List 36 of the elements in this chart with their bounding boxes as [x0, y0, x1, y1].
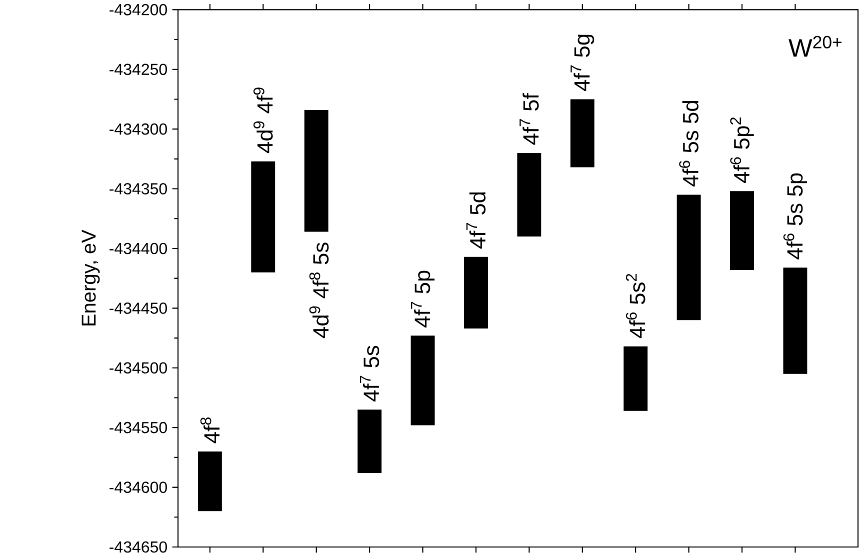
annotation: W$^{20+}$	[788, 36, 842, 57]
y-tick-label: -434400	[110, 242, 167, 254]
y-tick-label: -434200	[110, 4, 167, 16]
y-tick-label: -434300	[110, 123, 167, 135]
bar	[304, 110, 328, 232]
y-tick-label: -434550	[110, 422, 167, 434]
x-tick-label: 4f$^{6}$ 5s 5p	[783, 173, 808, 260]
x-tick-label: 4f$^{6}$ 5s$^{2}$	[626, 274, 646, 338]
x-tick-label: 4f$^{6}$ 5p$^{2}$	[730, 118, 754, 183]
bar	[676, 194, 701, 320]
bar	[517, 152, 542, 237]
x-tick-label: 4f$^{7}$ 5d	[466, 192, 486, 249]
bar	[358, 410, 382, 473]
bar	[464, 256, 488, 328]
y-tick-label: -434350	[110, 183, 167, 194]
x-tick-label: 4d$^{9}$ 4f$^{8}$ 5s	[309, 242, 329, 338]
x-tick-label: 4d$^{9}$ 4f$^{9}$	[253, 88, 273, 154]
bar	[570, 99, 594, 168]
x-tick-label: 4f$^{7}$ 5f	[520, 93, 539, 145]
x-tick-label: 4f$^{8}$	[200, 418, 220, 444]
x-tick-label: 4f$^{6}$ 5s 5d	[679, 100, 698, 187]
y-tick-label: -434650	[110, 541, 167, 553]
y-tick-label: -434500	[110, 362, 167, 374]
bar	[730, 191, 754, 270]
y-tick-label: -434450	[110, 302, 167, 314]
x-tick-label: 4f$^{7}$ 5p	[411, 270, 435, 328]
bar	[198, 451, 222, 512]
bar	[410, 336, 435, 426]
y-axis-title: Energy, eV	[82, 230, 100, 326]
x-tick-label: 4f$^{7}$ 5g	[570, 34, 594, 92]
bar	[251, 161, 276, 272]
bar	[624, 346, 648, 411]
x-tick-label: 4f$^{7}$ 5s	[360, 346, 380, 402]
y-tick-label: -434600	[110, 482, 167, 493]
y-tick-label: -434250	[110, 64, 167, 76]
bar	[783, 268, 808, 374]
